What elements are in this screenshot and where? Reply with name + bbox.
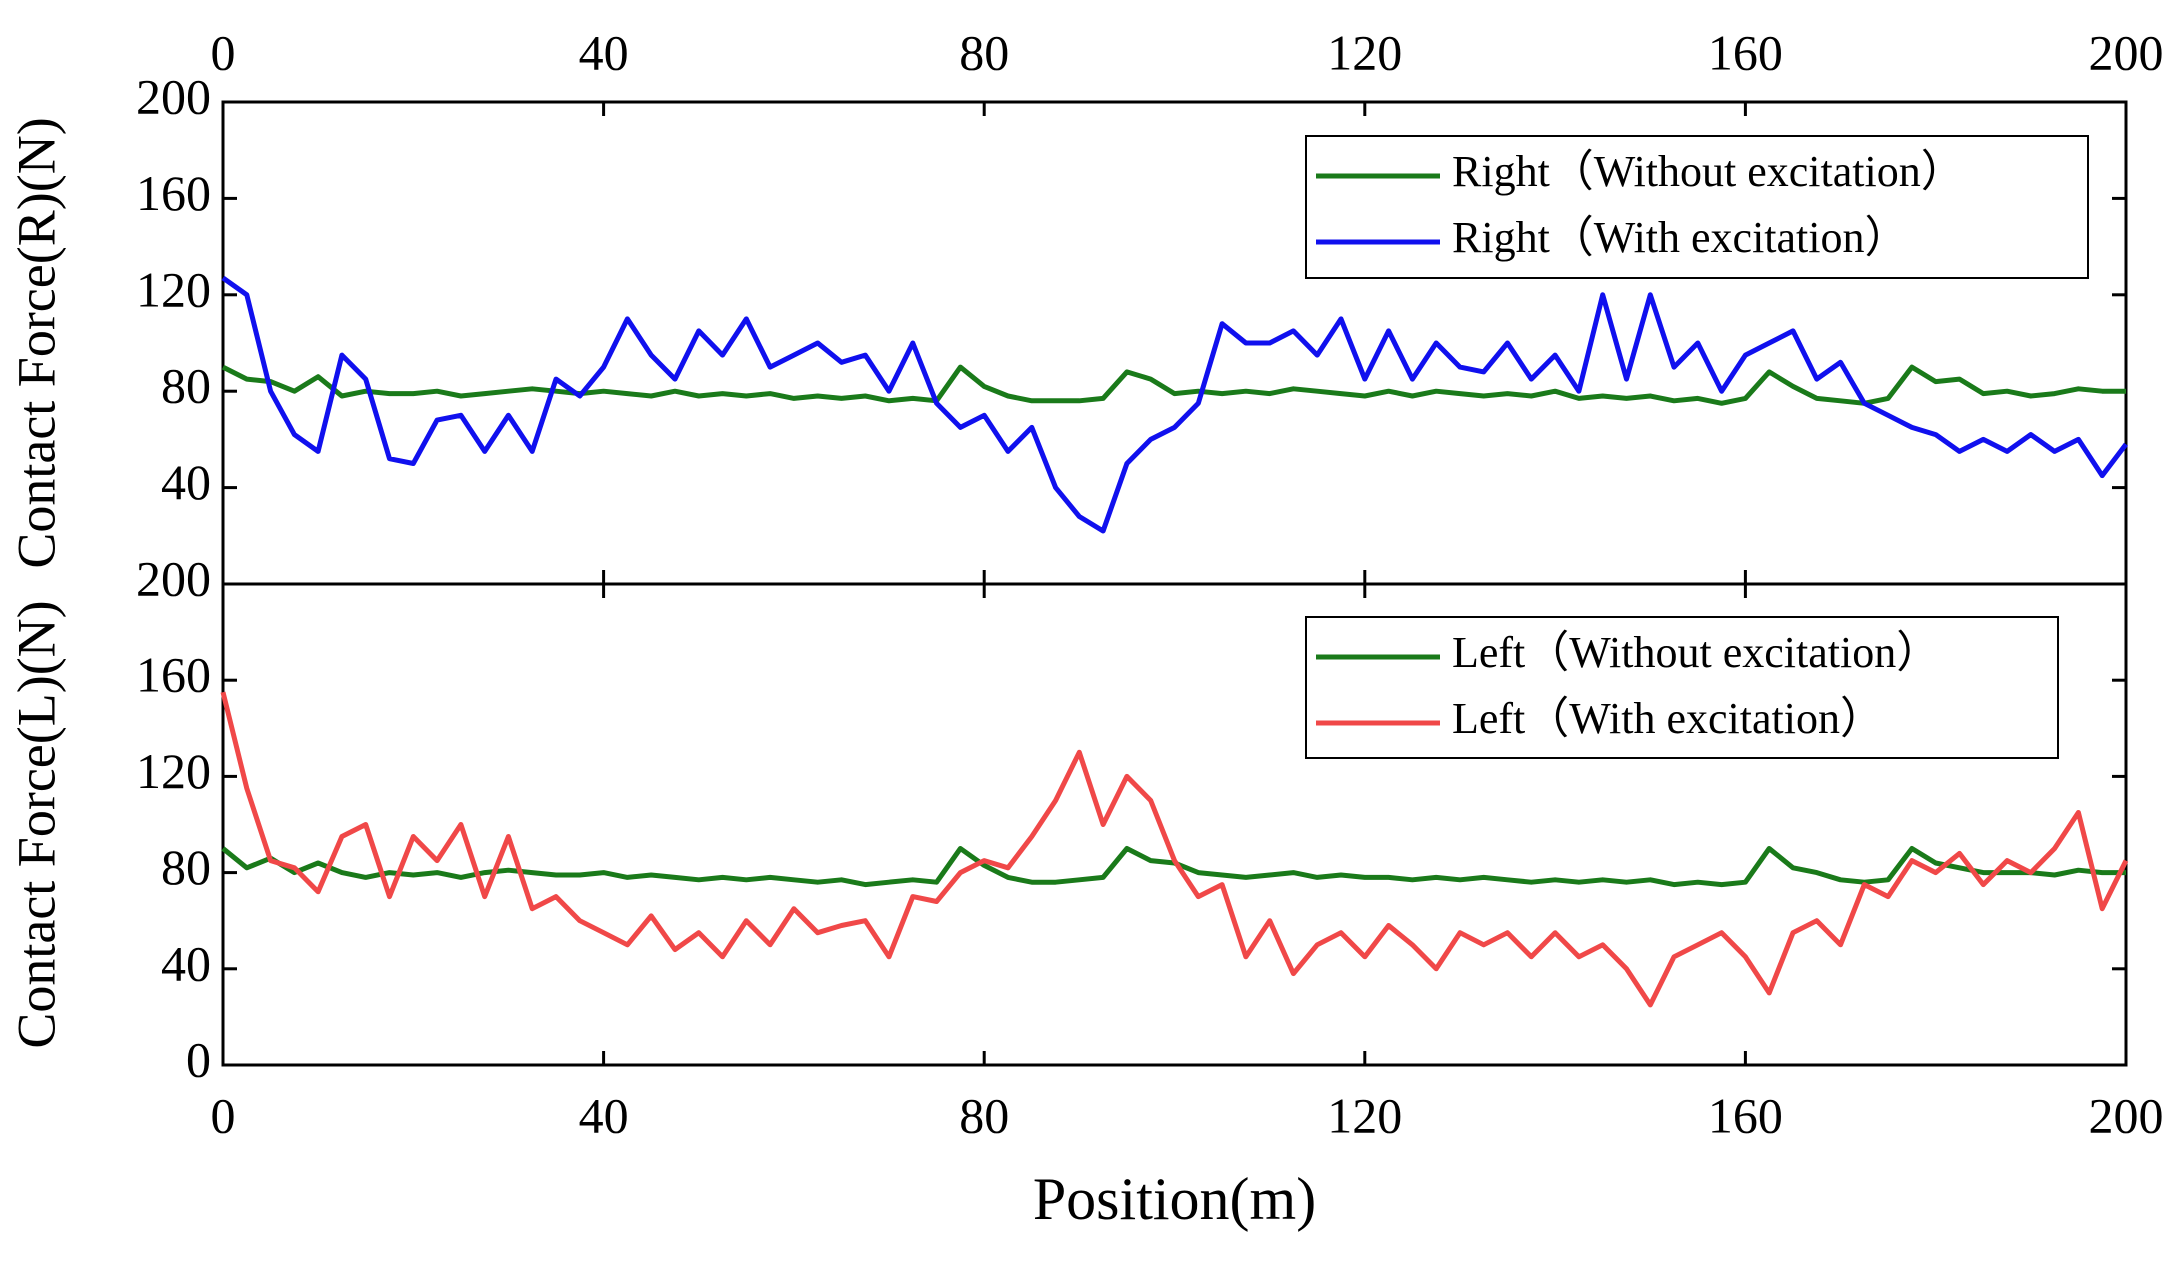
data-line	[221, 364, 2126, 406]
data-line	[221, 275, 2128, 534]
y-tick-label: 120	[136, 261, 211, 317]
legend-box	[1305, 616, 2059, 759]
y-tick-label: 0	[186, 1031, 211, 1087]
y-axis-label: Contact Force(R)(N)	[6, 117, 66, 568]
x-tick-label: 120	[1327, 1087, 1402, 1143]
y-tick-label: 200	[136, 550, 211, 606]
x-axis-label: Position(m)	[1033, 1166, 1316, 1232]
legend-box	[1305, 135, 2089, 279]
x-tick-label: 200	[2089, 24, 2164, 80]
x-tick-label: 80	[959, 1087, 1009, 1143]
x-tick-label: 0	[211, 1087, 236, 1143]
y-tick-label: 160	[136, 647, 211, 703]
y-tick-label: 40	[161, 454, 211, 510]
x-tick-label: 160	[1708, 24, 1783, 80]
legend-label: Left（Without excitation）	[1452, 628, 1940, 677]
y-tick-label: 200	[136, 68, 211, 124]
data-line	[220, 691, 2129, 1008]
x-tick-label: 40	[579, 24, 629, 80]
x-tick-label: 80	[959, 24, 1009, 80]
y-axis-label: Contact Force(L)(N)	[6, 600, 66, 1048]
y-tick-label: 40	[161, 935, 211, 991]
y-tick-label: 80	[161, 839, 211, 895]
y-tick-label: 120	[136, 743, 211, 799]
x-tick-label: 40	[579, 1087, 629, 1143]
legend-label: Left（With excitation）	[1452, 694, 1884, 743]
x-tick-label: 160	[1708, 1087, 1783, 1143]
y-tick-label: 80	[161, 358, 211, 414]
x-tick-label: 120	[1327, 24, 1402, 80]
x-tick-label: 0	[211, 24, 236, 80]
x-tick-label: 200	[2089, 1087, 2164, 1143]
plot-frame	[221, 582, 2128, 1067]
legend-label: Right（Without excitation）	[1452, 147, 1965, 196]
y-tick-label: 160	[136, 165, 211, 221]
legend-label: Right（With excitation）	[1452, 213, 1909, 262]
